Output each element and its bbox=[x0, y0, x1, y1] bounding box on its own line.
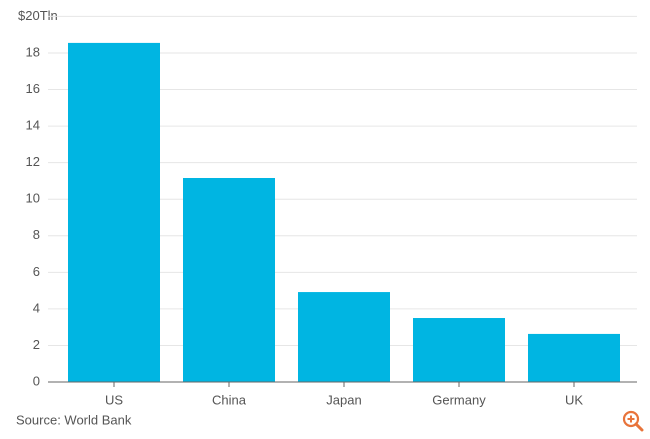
bar bbox=[183, 177, 275, 382]
bar bbox=[413, 318, 505, 382]
x-tick-label: US bbox=[105, 392, 123, 407]
y-tick-label: 2 bbox=[33, 337, 40, 352]
y-tick-label: 8 bbox=[33, 227, 40, 242]
source-note: Source: World Bank bbox=[16, 412, 132, 427]
y-tick-label: 16 bbox=[26, 81, 40, 96]
bar bbox=[528, 333, 620, 382]
y-tick-label: 4 bbox=[33, 300, 40, 315]
y-tick-label: 6 bbox=[33, 264, 40, 279]
y-tick-label: 10 bbox=[26, 191, 40, 206]
y-tick-label: 18 bbox=[26, 44, 40, 59]
x-tick-label: UK bbox=[565, 392, 583, 407]
y-tick-label: 0 bbox=[33, 373, 40, 388]
y-tick-label: $20Tln bbox=[18, 8, 58, 23]
bar bbox=[68, 42, 160, 382]
y-tick-label: 12 bbox=[26, 154, 40, 169]
zoom-icon-handle bbox=[634, 422, 644, 432]
x-tick-label: Germany bbox=[432, 392, 486, 407]
x-tick-label: Japan bbox=[326, 392, 361, 407]
x-tick-label: China bbox=[212, 392, 247, 407]
bar bbox=[298, 292, 390, 382]
y-tick-label: 14 bbox=[26, 118, 40, 133]
zoom-icon bbox=[622, 410, 640, 428]
zoom-button[interactable] bbox=[622, 410, 644, 432]
